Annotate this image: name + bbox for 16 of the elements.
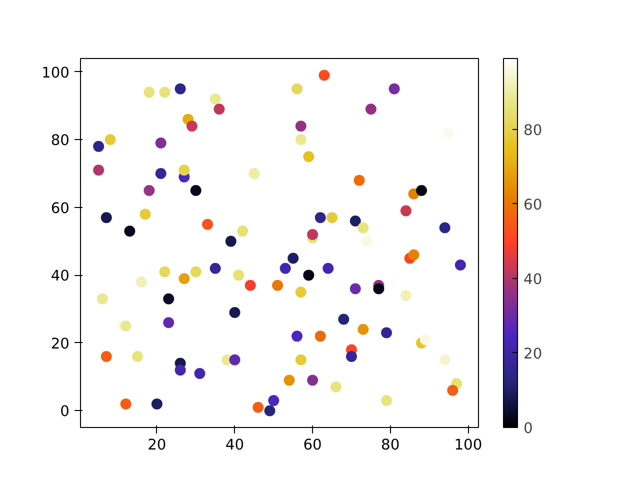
x-tick-label: 60 — [303, 436, 322, 454]
color-bar-label: 0 — [524, 420, 533, 437]
x-tick-label: 40 — [225, 436, 244, 454]
color-bar-label: 20 — [524, 345, 542, 362]
x-tick-label: 20 — [148, 436, 166, 454]
color-bar-label: 60 — [524, 196, 542, 214]
y-tick-label: 80 — [50, 132, 70, 150]
y-tick-label: 20 — [50, 335, 70, 352]
y-tick-label: 100 — [42, 64, 70, 82]
color-bar-label: 40 — [524, 270, 542, 288]
color-bar-label: 80 — [524, 122, 542, 139]
x-tick-label: 80 — [381, 436, 400, 454]
y-tick-label: 40 — [50, 268, 70, 285]
y-tick-label: 0 — [60, 403, 70, 420]
y-tick-label: 60 — [50, 200, 70, 217]
x-tick-label: 100 — [454, 436, 482, 454]
